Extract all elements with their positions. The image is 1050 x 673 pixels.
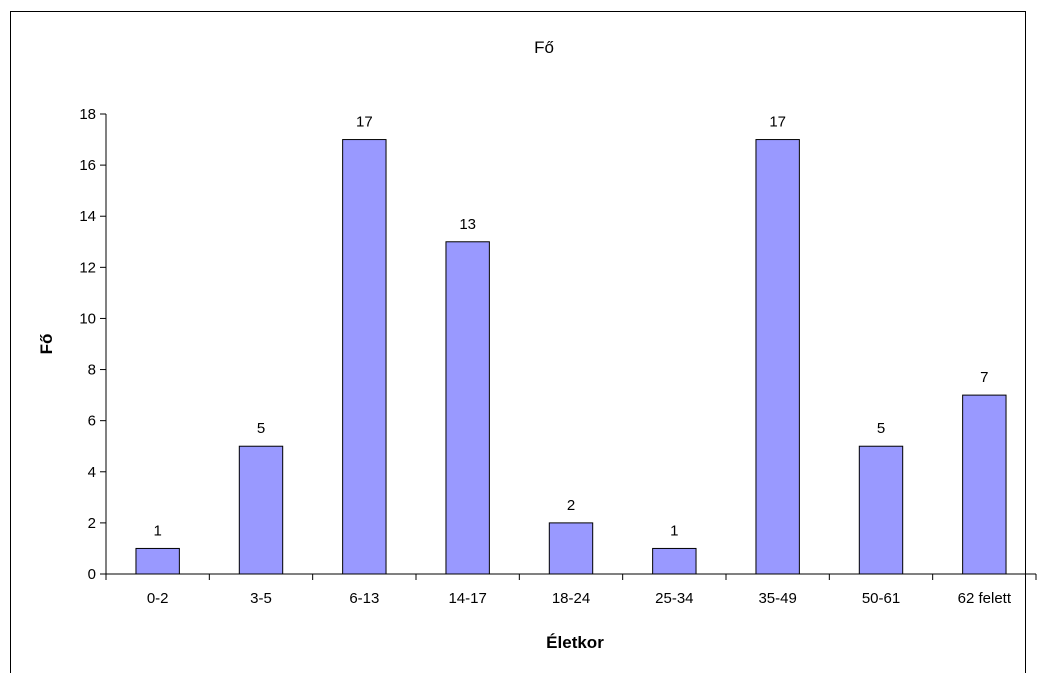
bar bbox=[756, 140, 799, 574]
x-tick-label: 50-61 bbox=[862, 590, 900, 607]
bar bbox=[859, 446, 902, 574]
y-tick-label: 10 bbox=[79, 310, 96, 327]
bar bbox=[549, 523, 592, 574]
data-label: 1 bbox=[153, 522, 161, 539]
y-tick-label: 4 bbox=[88, 464, 96, 481]
data-label: 13 bbox=[459, 216, 476, 233]
data-label: 17 bbox=[769, 114, 786, 131]
bar bbox=[446, 242, 489, 574]
y-tick-label: 8 bbox=[88, 362, 96, 379]
data-label: 2 bbox=[567, 497, 575, 514]
bar bbox=[136, 548, 179, 574]
bar bbox=[963, 395, 1006, 574]
y-tick-label: 2 bbox=[88, 515, 96, 532]
y-tick-label: 16 bbox=[79, 157, 96, 174]
y-tick-label: 18 bbox=[79, 106, 96, 123]
y-tick-label: 12 bbox=[79, 259, 96, 276]
chart-title: Fő bbox=[534, 38, 554, 57]
y-axis: 0 2 4 6 8 10 12 14 16 18 bbox=[79, 106, 106, 583]
data-label: 17 bbox=[356, 114, 373, 131]
x-tick-label: 62 felett bbox=[958, 590, 1012, 607]
bar bbox=[239, 446, 282, 574]
data-label: 5 bbox=[877, 420, 885, 437]
bar bbox=[343, 140, 386, 574]
y-tick-label: 0 bbox=[88, 566, 96, 583]
y-tick-label: 14 bbox=[79, 208, 96, 225]
x-tick-label: 0-2 bbox=[147, 590, 169, 607]
x-axis: 0-2 3-5 6-13 14-17 18-24 25-34 35-49 50-61 62 fe… bbox=[106, 574, 1036, 607]
x-tick-label: 14-17 bbox=[448, 590, 486, 607]
x-tick-label: 6-13 bbox=[349, 590, 379, 607]
y-tick-label: 6 bbox=[88, 413, 96, 430]
x-tick-label: 18-24 bbox=[552, 590, 590, 607]
x-tick-label: 25-34 bbox=[655, 590, 693, 607]
x-tick-label: 3-5 bbox=[250, 590, 272, 607]
x-tick-label: 35-49 bbox=[758, 590, 796, 607]
data-label: 5 bbox=[257, 420, 265, 437]
x-axis-title: Életkor bbox=[546, 633, 604, 652]
data-label: 7 bbox=[980, 369, 988, 386]
bar bbox=[653, 548, 696, 574]
data-label: 1 bbox=[670, 522, 678, 539]
y-axis-title: Fő bbox=[37, 334, 56, 355]
